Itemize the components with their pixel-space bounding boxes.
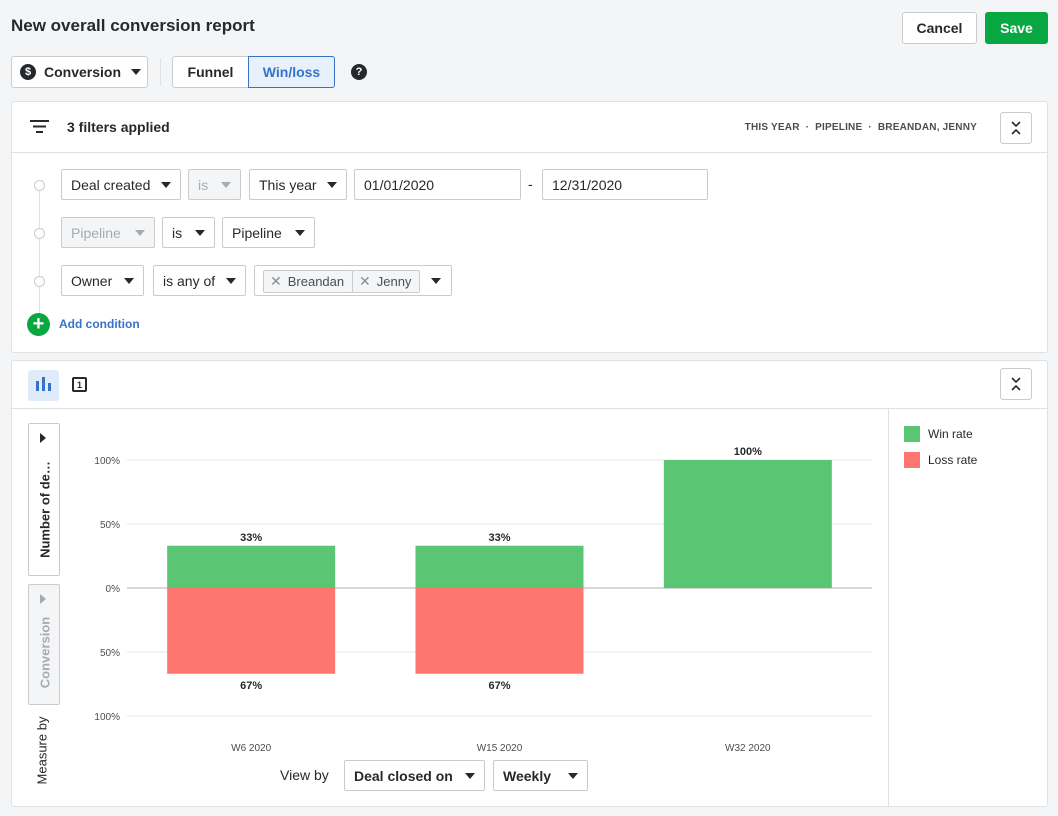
filter-tag: THIS YEAR — [744, 122, 800, 133]
chevron-right-icon — [40, 594, 46, 604]
chart-legend: Win rate Loss rate — [904, 426, 977, 468]
collapse-chart-button[interactable] — [1000, 368, 1032, 400]
win-bar — [167, 545, 336, 588]
bar-chart-view-button[interactable] — [28, 370, 59, 401]
legend-item-win[interactable]: Win rate — [904, 426, 977, 442]
y-tick-label: 50% — [100, 520, 120, 531]
conversion-dropdown: Conversion — [28, 584, 60, 705]
win-data-label: 33% — [488, 532, 510, 544]
win-loss-chart: 100% 50% 0% 50% 100% 33% 67% W6 2020 33% 67% W15 2… — [94, 446, 872, 754]
cancel-button[interactable]: Cancel — [902, 12, 977, 44]
add-condition-link[interactable]: Add condition — [59, 317, 140, 331]
chevron-right-icon — [40, 433, 46, 443]
tab-win-loss[interactable]: Win/loss — [248, 56, 335, 88]
legend-item-loss[interactable]: Loss rate — [904, 452, 977, 468]
measure-by-label: Measure by — [34, 716, 50, 785]
view-by-dropdown[interactable]: Deal closed on — [344, 760, 485, 791]
owner-multiselect[interactable]: ✕ Breandan ✕ Jenny — [254, 265, 452, 296]
collapse-icon — [1011, 377, 1021, 391]
win-data-label: 100% — [734, 446, 762, 458]
filter-field-dropdown: Pipeline — [61, 217, 155, 248]
y-tick-label: 100% — [94, 712, 120, 723]
filter-field-dropdown[interactable]: Deal created — [61, 169, 181, 200]
number-icon: 1 — [76, 379, 82, 390]
timeline-dot — [34, 180, 45, 191]
filter-panel: 3 filters applied THIS YEAR · PIPELINE ·… — [11, 101, 1048, 353]
filter-value-dropdown[interactable]: Pipeline — [222, 217, 315, 248]
report-type-label: Conversion — [44, 64, 122, 80]
number-view-button[interactable]: 1 — [72, 377, 87, 392]
timeline-dot — [34, 228, 45, 239]
date-separator: - — [528, 176, 533, 192]
filter-value-dropdown[interactable]: This year — [249, 169, 347, 200]
bar-chart-icon — [36, 377, 51, 391]
add-condition-icon[interactable]: + — [27, 313, 50, 336]
date-to-input[interactable]: 12/31/2020 — [542, 169, 708, 200]
x-tick-label: W32 2020 — [725, 743, 771, 754]
y-tick-label: 50% — [100, 648, 120, 659]
collapse-icon — [1011, 121, 1021, 135]
win-bar — [663, 460, 832, 588]
loss-bar — [415, 588, 584, 674]
chart-toolbar: 1 — [12, 361, 1047, 409]
filter-field-dropdown[interactable]: Owner — [61, 265, 144, 296]
collapse-filters-button[interactable] — [1000, 112, 1032, 144]
filter-tags: THIS YEAR · PIPELINE · BREANDAN, JENNY — [744, 122, 977, 133]
filters-summary: 3 filters applied — [67, 119, 170, 135]
view-by-label: View by — [280, 767, 329, 783]
legend-swatch — [904, 426, 920, 442]
win-data-label: 33% — [240, 532, 262, 544]
chip-jenny[interactable]: ✕ Jenny — [352, 270, 421, 293]
legend-divider — [888, 409, 889, 807]
filter-tag: BREANDAN, JENNY — [877, 122, 977, 133]
filter-operator-dropdown: is — [188, 169, 241, 200]
filter-tag: PIPELINE — [815, 122, 863, 133]
measure-dropdown[interactable]: Number of de… — [28, 423, 60, 576]
page-title: New overall conversion report — [11, 16, 255, 35]
chart-panel: 1 Number of de… Conversion Measure by 10… — [11, 360, 1048, 807]
interval-dropdown[interactable]: Weekly — [493, 760, 588, 791]
x-tick-label: W6 2020 — [231, 743, 271, 754]
divider — [160, 58, 161, 86]
chevron-down-icon — [131, 69, 142, 75]
y-tick-label: 0% — [106, 584, 121, 595]
save-button[interactable]: Save — [985, 12, 1048, 44]
chip-breandan[interactable]: ✕ Breandan — [263, 270, 354, 293]
timeline-dot — [34, 276, 45, 287]
help-icon[interactable]: ? — [351, 64, 367, 80]
dollar-icon: $ — [20, 64, 36, 80]
report-type-dropdown[interactable]: $ Conversion — [11, 56, 148, 88]
close-icon[interactable]: ✕ — [359, 273, 371, 289]
loss-data-label: 67% — [488, 680, 510, 692]
filter-operator-dropdown[interactable]: is any of — [153, 265, 246, 296]
win-bar — [415, 545, 584, 588]
y-tick-label: 100% — [94, 456, 120, 467]
measure-label: Number of de… — [37, 461, 53, 558]
loss-bar — [167, 588, 336, 674]
close-icon[interactable]: ✕ — [270, 273, 282, 289]
filter-icon[interactable] — [30, 119, 49, 134]
chevron-down-icon — [431, 278, 441, 284]
timeline-line — [39, 186, 40, 321]
tab-funnel[interactable]: Funnel — [172, 56, 249, 88]
filter-header: 3 filters applied THIS YEAR · PIPELINE ·… — [12, 102, 1047, 153]
legend-swatch — [904, 452, 920, 468]
x-tick-label: W15 2020 — [477, 743, 523, 754]
filter-operator-dropdown[interactable]: is — [162, 217, 215, 248]
date-from-input[interactable]: 01/01/2020 — [354, 169, 521, 200]
loss-data-label: 67% — [240, 680, 262, 692]
conversion-label: Conversion — [37, 616, 53, 689]
